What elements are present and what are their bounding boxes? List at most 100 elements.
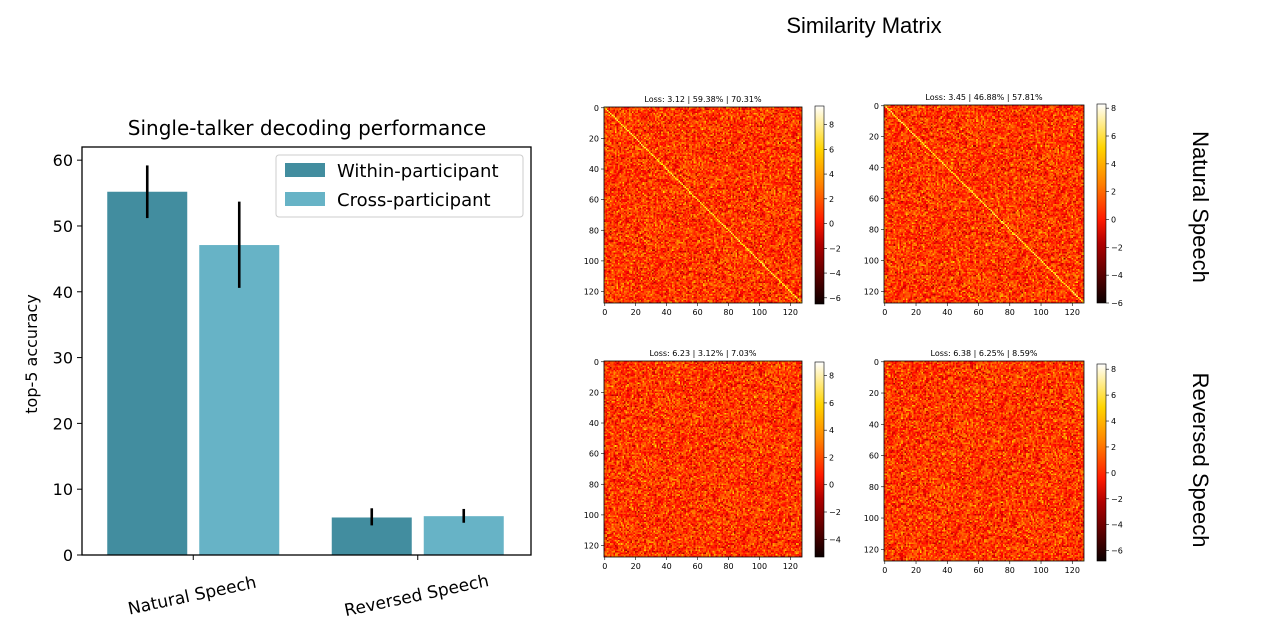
colorbar — [814, 361, 825, 558]
y-tick-label: 0 — [594, 358, 599, 367]
x-tick-label: 20 — [631, 562, 641, 571]
colorbar-tick-label: 2 — [1111, 443, 1116, 452]
row-label-reversed-speech: Reversed Speech — [1188, 373, 1213, 548]
x-tick-label: 120 — [783, 308, 798, 317]
x-tick-label: 40 — [942, 566, 952, 575]
x-tick-label: Reversed Speech — [343, 571, 491, 621]
x-tick-label: 60 — [973, 566, 983, 575]
heatmap-title: Loss: 3.45 | 46.88% | 57.81% — [925, 93, 1043, 102]
y-tick-label: 120 — [584, 288, 599, 297]
heatmap-frame — [883, 104, 1085, 304]
colorbar-tick-label: −2 — [829, 244, 841, 253]
y-tick-label: 30 — [53, 349, 73, 368]
y-tick-label: 10 — [53, 480, 73, 499]
x-tick-label: 80 — [1005, 566, 1015, 575]
colorbar-tick-label: 4 — [1111, 160, 1116, 169]
y-tick-label: 40 — [869, 420, 879, 429]
y-tick-label: 40 — [589, 165, 599, 174]
y-tick-label: 100 — [864, 514, 879, 523]
y-tick-label: 60 — [589, 450, 599, 459]
heatmap-title: Loss: 6.38 | 6.25% | 8.59% — [931, 349, 1038, 358]
y-tick-label: 80 — [589, 226, 599, 235]
x-ticks: Natural Speech Reversed Speech — [126, 555, 491, 621]
bar-chart: Single-talker decoding performance top-5… — [22, 116, 532, 621]
plot-frame — [81, 146, 532, 556]
legend-label: Cross-participant — [337, 190, 491, 211]
heatmap-frame — [603, 360, 803, 558]
y-tick-label: 60 — [869, 452, 879, 461]
colorbar-tick-label: 8 — [829, 121, 834, 130]
colorbar-tick-label: 4 — [1111, 417, 1116, 426]
bar — [107, 191, 188, 555]
y-tick-label: 60 — [53, 151, 73, 170]
y-tick-label: 0 — [874, 358, 879, 367]
x-tick-label: 100 — [752, 562, 767, 571]
colorbar-tick-label: −2 — [1111, 495, 1123, 504]
y-tick-label: 0 — [874, 102, 879, 111]
colorbar — [1096, 363, 1107, 562]
x-tick-label: 80 — [723, 308, 733, 317]
x-tick-label: 60 — [692, 562, 702, 571]
colorbar-tick-label: 4 — [829, 426, 834, 435]
colorbar-tick-label: −4 — [1111, 521, 1123, 530]
y-tick-label: 20 — [589, 134, 599, 143]
x-tick-label: 60 — [692, 308, 702, 317]
heatmap-title: Loss: 3.12 | 59.38% | 70.31% — [644, 95, 762, 104]
x-tick-label: 0 — [602, 308, 607, 317]
x-tick-label: 40 — [942, 308, 952, 317]
y-tick-label: 80 — [869, 226, 879, 235]
heatmap-grid: Loss: 3.12 | 59.38% | 70.31%002020404060… — [584, 93, 1123, 575]
y-tick-label: 20 — [53, 414, 73, 433]
y-tick-label: 100 — [864, 256, 879, 265]
y-tick-label: 50 — [53, 217, 73, 236]
y-tick-label: 40 — [53, 283, 73, 302]
colorbar-tick-label: 2 — [829, 195, 834, 204]
colorbar-tick-label: −4 — [1111, 271, 1123, 280]
x-tick-label: 0 — [882, 308, 887, 317]
colorbar-tick-label: 6 — [1111, 132, 1116, 141]
y-tick-label: 40 — [869, 164, 879, 173]
colorbar-tick-label: −6 — [1111, 547, 1123, 556]
x-tick-label: 0 — [882, 566, 887, 575]
colorbar-tick-label: 8 — [829, 372, 834, 381]
heatmap-title: Loss: 6.23 | 3.12% | 7.03% — [650, 349, 757, 358]
x-tick-label: 60 — [973, 308, 983, 317]
legend-swatch — [285, 163, 325, 177]
x-tick-label: Natural Speech — [126, 573, 258, 620]
colorbar-tick-label: 0 — [1111, 216, 1116, 225]
x-tick-label: 20 — [911, 308, 921, 317]
colorbar-tick-label: 6 — [829, 145, 834, 154]
colorbar-tick-label: −6 — [1111, 299, 1123, 308]
y-tick-label: 0 — [594, 104, 599, 113]
colorbar-tick-label: 6 — [1111, 391, 1116, 400]
legend-label: Within-participant — [337, 161, 499, 182]
legend: Within-participant Cross-participant — [275, 154, 524, 218]
x-tick-label: 20 — [911, 566, 921, 575]
y-tick-label: 100 — [584, 511, 599, 520]
y-tick-label: 80 — [869, 483, 879, 492]
y-tick-label: 40 — [589, 419, 599, 428]
x-tick-label: 120 — [1065, 308, 1080, 317]
colorbar-tick-label: −4 — [829, 535, 841, 544]
colorbar-tick-label: 8 — [1111, 104, 1116, 113]
y-tick-label: 60 — [869, 195, 879, 204]
colorbar-tick-label: −2 — [829, 508, 841, 517]
error-bars — [145, 165, 466, 526]
x-tick-label: 100 — [752, 308, 767, 317]
heatmap-matrix — [604, 107, 802, 303]
heatmap-matrix — [604, 361, 802, 557]
x-tick-label: 120 — [1065, 566, 1080, 575]
heatmap-matrix — [884, 361, 1084, 561]
y-tick-label: 0 — [63, 546, 73, 565]
row-label-natural-speech: Natural Speech — [1188, 131, 1213, 283]
y-tick-label: 120 — [584, 542, 599, 551]
colorbar-tick-label: 2 — [829, 453, 834, 462]
x-tick-label: 80 — [723, 562, 733, 571]
y-tick-label: 120 — [864, 287, 879, 296]
y-ticks: 0 10 20 30 40 50 60 — [53, 151, 82, 565]
bar — [199, 245, 280, 555]
colorbar-tick-label: 6 — [829, 399, 834, 408]
colorbar-tick-label: −2 — [1111, 243, 1123, 252]
heatmap-frame — [883, 360, 1085, 562]
